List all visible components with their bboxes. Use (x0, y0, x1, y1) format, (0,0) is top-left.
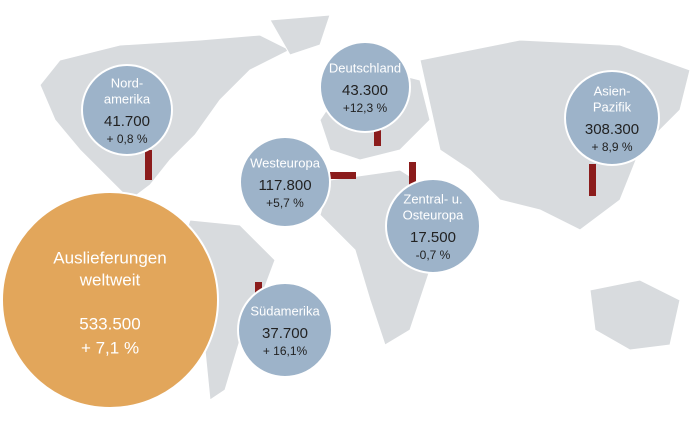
bubble-value: 17.500 (410, 229, 456, 246)
bubble-label: Pazifik (593, 99, 632, 114)
bubble-value: 37.700 (262, 325, 308, 342)
bubble-label: Auslieferungen (53, 248, 166, 267)
bubble-label: weltweit (79, 270, 141, 289)
bubble-label: Asien- (594, 83, 631, 98)
bubble-change: + 8,9 % (591, 140, 632, 154)
bubble-change: -0,7 % (416, 248, 451, 262)
bubble-label: Osteuropa (403, 207, 464, 222)
bubble-label: Westeuropa (250, 155, 321, 170)
bubble-change: + 16,1% (263, 344, 308, 358)
connector (589, 164, 596, 196)
bubble-label: Nord- (111, 75, 144, 90)
bubble (81, 64, 173, 156)
connector (330, 172, 356, 179)
bubble-value: 533.500 (79, 314, 140, 333)
bubble-value: 308.300 (585, 121, 639, 138)
bubble-label: Südamerika (250, 303, 320, 318)
connector (409, 162, 416, 186)
bubble-change: + 7,1 % (81, 338, 139, 357)
bubble (385, 178, 481, 274)
bubble-label: Zentral- u. (403, 191, 462, 206)
bubble (1, 191, 219, 409)
bubble-value: 43.300 (342, 82, 388, 99)
bubble-label: amerika (104, 91, 151, 106)
bubble (237, 282, 333, 378)
connector (374, 126, 381, 146)
bubble-change: +5,7 % (266, 196, 304, 210)
bubble (319, 41, 411, 133)
connector (145, 150, 152, 180)
bubble (239, 136, 331, 228)
bubble-value: 41.700 (104, 113, 150, 130)
bubble-change: +12,3 % (343, 101, 388, 115)
bubble (564, 70, 660, 166)
bubble-label: Deutschland (329, 60, 401, 75)
bubble-value: 117.800 (258, 177, 311, 194)
bubble-change: + 0,8 % (106, 132, 147, 146)
